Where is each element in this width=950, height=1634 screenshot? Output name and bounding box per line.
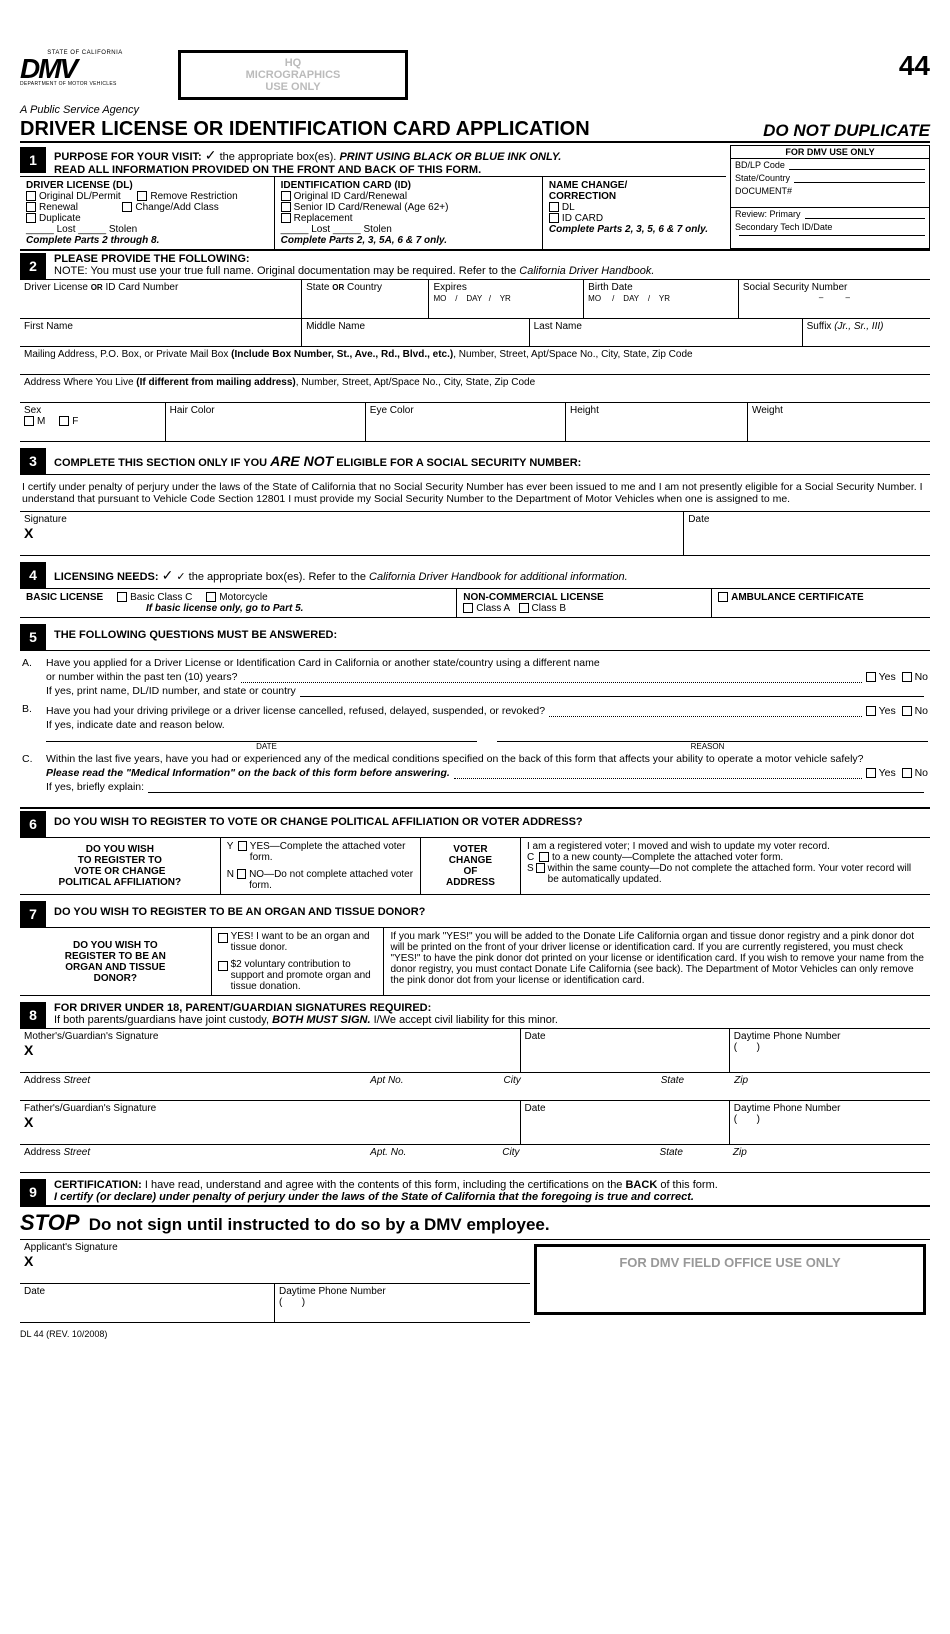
- cb-original-id[interactable]: [281, 191, 291, 201]
- section-2: 2 PLEASE PROVIDE THE FOLLOWING: NOTE: Yo…: [20, 249, 930, 442]
- cb-ambulance[interactable]: [718, 592, 728, 602]
- logo-text: DMV: [20, 56, 150, 81]
- title-row: DRIVER LICENSE OR IDENTIFICATION CARD AP…: [20, 118, 930, 143]
- section-4-num: 4: [20, 562, 46, 588]
- cb-replacement[interactable]: [281, 213, 291, 223]
- cb-5a-yes[interactable]: [866, 672, 876, 682]
- header-row: STATE OF CALIFORNIA DMV DEPARTMENT OF MO…: [20, 50, 930, 100]
- cb-change-class[interactable]: [122, 202, 132, 212]
- section-6-num: 6: [20, 811, 46, 837]
- cb-voter-same[interactable]: [536, 863, 544, 873]
- section-3-num: 3: [20, 448, 46, 474]
- section-9-num: 9: [20, 1179, 46, 1205]
- section-5-num: 5: [20, 624, 46, 650]
- section-1: 1 PURPOSE FOR YOUR VISIT: ✓ the appropri…: [20, 145, 930, 249]
- cb-sex-m[interactable]: [24, 416, 34, 426]
- cb-5c-yes[interactable]: [866, 768, 876, 778]
- cb-voter-county[interactable]: [539, 852, 549, 862]
- cb-nc-dl[interactable]: [549, 202, 559, 212]
- duplicate-label: DO NOT DUPLICATE: [763, 121, 930, 141]
- cb-donor-yes[interactable]: [218, 933, 228, 943]
- cb-motorcycle[interactable]: [206, 592, 216, 602]
- dmv-field-office-box: FOR DMV FIELD OFFICE USE ONLY: [534, 1244, 926, 1315]
- dmv-use-box: FOR DMV USE ONLY BD/LP Code State/Countr…: [730, 145, 930, 249]
- nc-heading: NAME CHANGE/ CORRECTION: [549, 180, 720, 202]
- form-title: DRIVER LICENSE OR IDENTIFICATION CARD AP…: [20, 118, 763, 141]
- section-5: 5 THE FOLLOWING QUESTIONS MUST BE ANSWER…: [20, 624, 930, 801]
- form-number: 44: [899, 50, 930, 82]
- cb-5c-no[interactable]: [902, 768, 912, 778]
- dl-heading: DRIVER LICENSE (DL): [26, 180, 268, 191]
- cb-remove-restriction[interactable]: [137, 191, 147, 201]
- cb-original-dl[interactable]: [26, 191, 36, 201]
- cb-nc-id[interactable]: [549, 213, 559, 223]
- cb-vote-no[interactable]: [237, 869, 246, 879]
- cb-class-a[interactable]: [463, 603, 473, 613]
- cb-5b-no[interactable]: [902, 706, 912, 716]
- form-revision: DL 44 (REV. 10/2008): [20, 1329, 930, 1339]
- cb-class-c[interactable]: [117, 592, 127, 602]
- cb-donor-contrib[interactable]: [218, 961, 228, 971]
- cb-vote-yes[interactable]: [238, 841, 247, 851]
- dept-label: DEPARTMENT OF MOTOR VEHICLES: [20, 81, 150, 87]
- section-7-num: 7: [20, 901, 46, 927]
- section-6: 6 DO YOU WISH TO REGISTER TO VOTE OR CHA…: [20, 807, 930, 895]
- section-2-num: 2: [20, 253, 46, 279]
- cb-5b-yes[interactable]: [866, 706, 876, 716]
- hq-box: HQ MICROGRAPHICS USE ONLY: [178, 50, 408, 100]
- cb-senior-id[interactable]: [281, 202, 291, 212]
- section-7: 7 DO YOU WISH TO REGISTER TO BE AN ORGAN…: [20, 901, 930, 996]
- id-heading: IDENTIFICATION CARD (ID): [281, 180, 536, 191]
- section-9: 9 CERTIFICATION: I have read, understand…: [20, 1179, 930, 1323]
- cb-class-b[interactable]: [519, 603, 529, 613]
- section-8: 8 FOR DRIVER UNDER 18, PARENT/GUARDIAN S…: [20, 1002, 930, 1173]
- dmv-logo: STATE OF CALIFORNIA DMV DEPARTMENT OF MO…: [20, 50, 150, 87]
- section-3: 3 COMPLETE THIS SECTION ONLY IF YOU ARE …: [20, 448, 930, 556]
- cb-renewal[interactable]: [26, 202, 36, 212]
- cb-5a-no[interactable]: [902, 672, 912, 682]
- cb-duplicate[interactable]: [26, 213, 36, 223]
- section-4: 4 LICENSING NEEDS: ✓ ✓ the appropriate b…: [20, 562, 930, 618]
- section-8-num: 8: [20, 1002, 46, 1028]
- cb-sex-f[interactable]: [59, 416, 69, 426]
- section-1-num: 1: [20, 147, 46, 173]
- agency-label: A Public Service Agency: [20, 104, 930, 116]
